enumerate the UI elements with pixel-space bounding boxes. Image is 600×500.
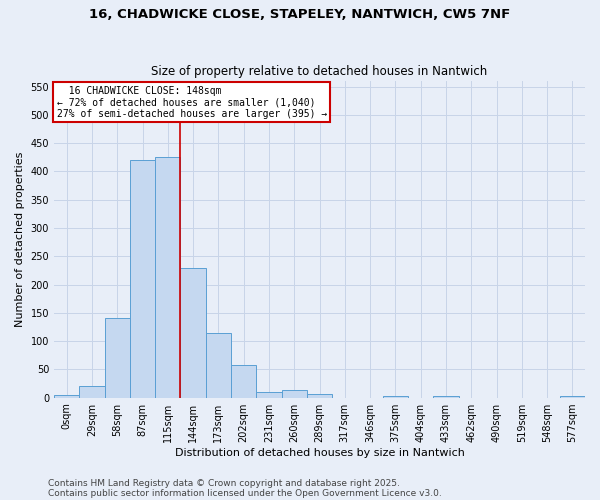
Bar <box>307 394 332 398</box>
Bar <box>231 366 256 398</box>
Bar <box>155 158 181 398</box>
Bar <box>79 386 104 398</box>
Bar <box>433 396 458 398</box>
Bar <box>130 160 155 398</box>
Bar <box>560 396 585 398</box>
Bar <box>181 268 206 398</box>
Bar <box>256 392 281 398</box>
Bar <box>281 390 307 398</box>
Bar <box>104 318 130 398</box>
Title: Size of property relative to detached houses in Nantwich: Size of property relative to detached ho… <box>151 66 488 78</box>
Text: Contains HM Land Registry data © Crown copyright and database right 2025.: Contains HM Land Registry data © Crown c… <box>48 478 400 488</box>
Bar <box>206 332 231 398</box>
Bar <box>54 395 79 398</box>
Text: 16, CHADWICKE CLOSE, STAPELEY, NANTWICH, CW5 7NF: 16, CHADWICKE CLOSE, STAPELEY, NANTWICH,… <box>89 8 511 20</box>
Text: 16 CHADWICKE CLOSE: 148sqm
← 72% of detached houses are smaller (1,040)
27% of s: 16 CHADWICKE CLOSE: 148sqm ← 72% of deta… <box>56 86 327 119</box>
Bar <box>383 396 408 398</box>
Text: Contains public sector information licensed under the Open Government Licence v3: Contains public sector information licen… <box>48 488 442 498</box>
X-axis label: Distribution of detached houses by size in Nantwich: Distribution of detached houses by size … <box>175 448 464 458</box>
Y-axis label: Number of detached properties: Number of detached properties <box>15 152 25 327</box>
